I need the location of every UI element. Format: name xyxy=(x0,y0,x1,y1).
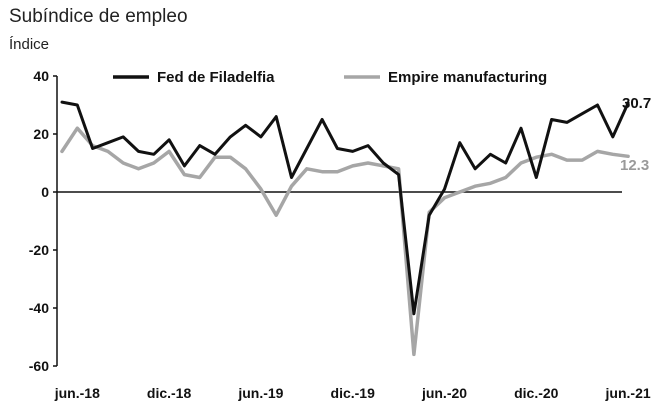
x-ticks: jun.-18 dic.-18 jun.-19 dic.-19 jun.-20 dic.-… xyxy=(54,385,651,401)
legend: Fed de Filadelfia Empire manufacturing xyxy=(113,69,547,86)
series-line-1 xyxy=(60,126,630,357)
x-tick-label: jun.-20 xyxy=(421,385,467,401)
y-tick-label: -20 xyxy=(29,242,49,258)
end-value-label: 12.3 xyxy=(620,157,649,174)
y-ticks: 40 20 0 -20 -40 -60 xyxy=(29,68,57,374)
x-tick-label: jun.-19 xyxy=(237,385,283,401)
axes xyxy=(56,76,622,366)
end-value-label: 30.7 xyxy=(622,95,651,112)
x-tick-label: jun.-18 xyxy=(54,385,100,401)
series-line-0 xyxy=(60,100,630,316)
x-tick-label: dic.-20 xyxy=(514,385,559,401)
chart-title: Subíndice de empleo xyxy=(9,6,188,27)
y-tick-label: 20 xyxy=(33,126,49,142)
x-tick-label: dic.-19 xyxy=(331,385,376,401)
y-tick-label: -40 xyxy=(29,300,49,316)
y-tick-label: 40 xyxy=(33,68,49,84)
y-axis-label: Índice xyxy=(9,36,50,53)
y-tick-label: 0 xyxy=(41,184,49,200)
legend-label: Empire manufacturing xyxy=(388,69,547,86)
y-tick-label: -60 xyxy=(29,358,49,374)
x-tick-label: dic.-18 xyxy=(147,385,192,401)
end-labels: 30.7 12.3 xyxy=(620,95,651,174)
x-tick-label: jun.-21 xyxy=(605,385,651,401)
series-lines xyxy=(60,100,630,357)
legend-label: Fed de Filadelfia xyxy=(157,69,275,86)
